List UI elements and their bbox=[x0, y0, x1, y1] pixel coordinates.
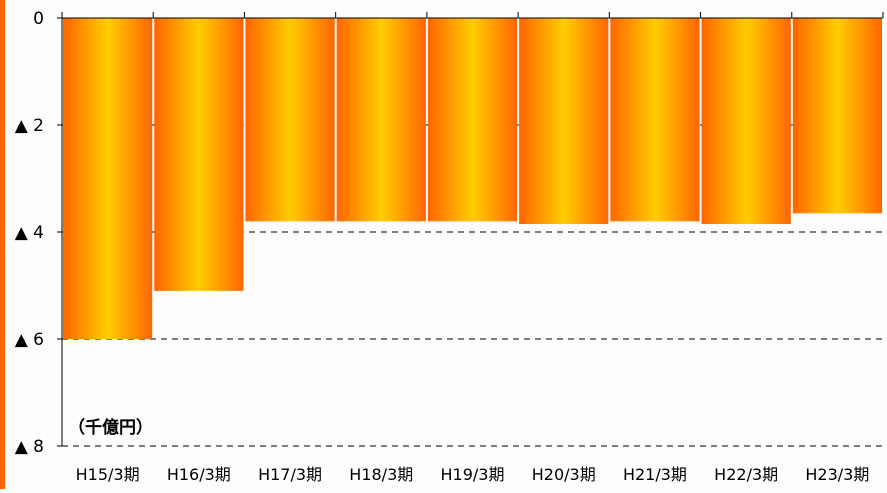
x-tick-label: H19/3期 bbox=[441, 465, 505, 484]
bar bbox=[610, 18, 700, 222]
x-tick-label: H18/3期 bbox=[349, 465, 413, 484]
y-tick-label: ▲ 4 bbox=[15, 223, 44, 243]
bar bbox=[427, 18, 518, 222]
unit-label: （千億円） bbox=[68, 417, 153, 438]
bar bbox=[792, 18, 882, 214]
bar bbox=[154, 18, 244, 291]
bar bbox=[519, 18, 609, 224]
y-tick-label: 0 bbox=[33, 9, 44, 29]
bar bbox=[701, 18, 791, 224]
y-tick-label: ▲ 6 bbox=[15, 330, 44, 350]
bars bbox=[63, 18, 882, 339]
labels: 0 ▲ 2 ▲ 4 ▲ 6 ▲ 8 H15/3期 H16/3期 H17/3期 H18/3期 H19… bbox=[15, 9, 870, 484]
x-tick-label: H15/3期 bbox=[76, 465, 140, 484]
bar bbox=[63, 18, 153, 339]
x-tick-label: H23/3期 bbox=[805, 465, 869, 484]
x-tick-label: H20/3期 bbox=[532, 465, 596, 484]
y-tick-label: ▲ 8 bbox=[15, 437, 44, 457]
axes bbox=[57, 12, 884, 447]
x-tick-label: H22/3期 bbox=[714, 465, 778, 484]
left-accent-bar bbox=[0, 0, 5, 489]
bar bbox=[245, 18, 335, 222]
x-tick-label: H21/3期 bbox=[623, 465, 687, 484]
y-tick-label: ▲ 2 bbox=[15, 116, 44, 136]
x-tick-label: H17/3期 bbox=[258, 465, 322, 484]
x-tick-label: H16/3期 bbox=[167, 465, 231, 484]
bar bbox=[336, 18, 426, 222]
